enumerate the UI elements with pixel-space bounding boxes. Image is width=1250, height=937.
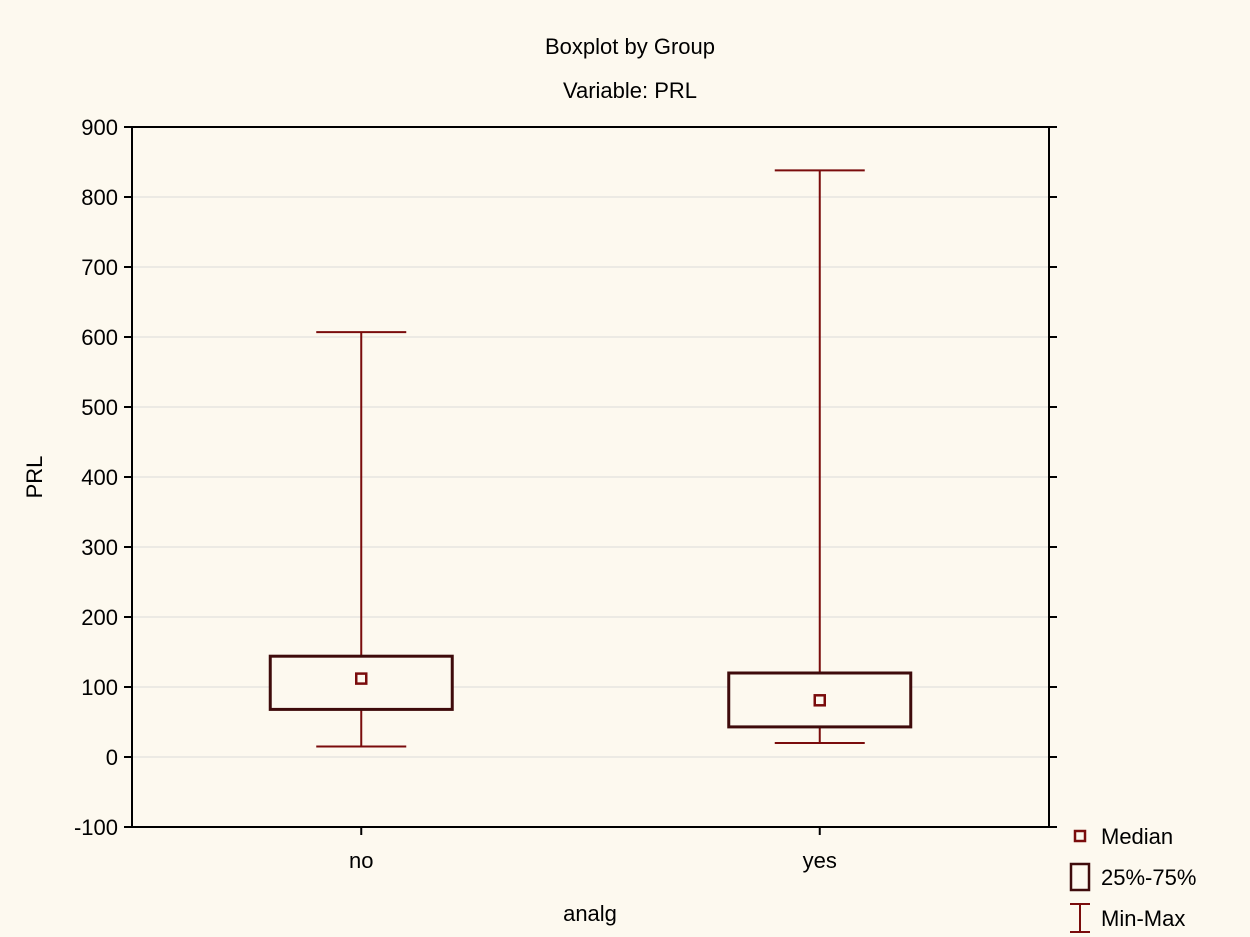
- x-tick-label: no: [349, 848, 373, 873]
- y-tick-label: 800: [81, 185, 118, 210]
- y-tick-label: 400: [81, 465, 118, 490]
- y-axis: -100 0 100 200 300 400 500 600 700 800 900: [74, 115, 1057, 840]
- median-square-marker-icon: [1073, 829, 1087, 843]
- chart-title: Boxplot by Group: [545, 34, 715, 59]
- y-axis-label: PRL: [22, 456, 47, 499]
- y-tick-label: 500: [81, 395, 118, 420]
- y-tick-label: 0: [106, 745, 118, 770]
- y-tick-label: 300: [81, 535, 118, 560]
- y-tick-label: 100: [81, 675, 118, 700]
- y-tick-label: -100: [74, 815, 118, 840]
- box-range-icon: [1069, 862, 1091, 892]
- chart-subtitle: Variable: PRL: [563, 78, 697, 103]
- x-tick-label: yes: [803, 848, 837, 873]
- median-marker: [355, 672, 368, 685]
- whisker-range-icon: [1070, 903, 1090, 933]
- y-tick-label: 600: [81, 325, 118, 350]
- iqr-box: [268, 654, 454, 711]
- x-axis-label: analg: [563, 901, 617, 926]
- median-marker: [813, 694, 826, 707]
- y-tick-label: 900: [81, 115, 118, 140]
- y-tick-label: 700: [81, 255, 118, 280]
- y-tick-label: 200: [81, 605, 118, 630]
- legend-item-label: 25%-75%: [1101, 865, 1196, 890]
- legend: Median 25%-75% Min-Max: [1069, 824, 1196, 933]
- legend-item-label: Median: [1101, 824, 1173, 849]
- box-series: [268, 169, 913, 748]
- legend-item-label: Min-Max: [1101, 906, 1185, 931]
- x-axis: no yes: [349, 827, 837, 873]
